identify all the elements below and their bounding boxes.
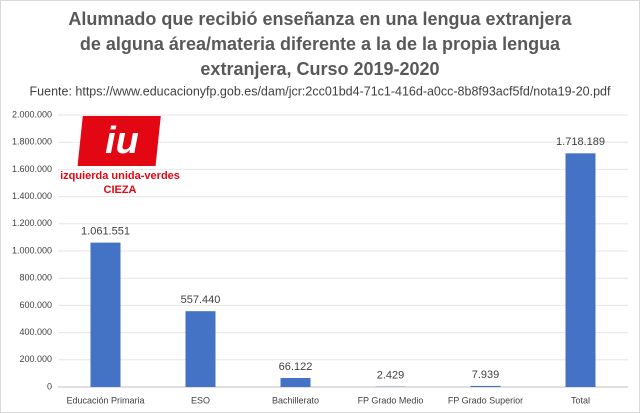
y-tick-label: 400.000 — [19, 327, 52, 337]
value-label: 2.429 — [377, 370, 405, 382]
y-tick-label: 1.400.000 — [12, 191, 52, 201]
x-tick-label: ESO — [191, 395, 210, 405]
y-tick-label: 0 — [47, 381, 52, 391]
y-tick-label: 1.200.000 — [12, 218, 52, 228]
bar — [185, 311, 216, 387]
y-tick-label: 200.000 — [19, 354, 52, 364]
bar — [90, 242, 121, 387]
x-tick-label: Bachillerato — [272, 395, 319, 405]
x-tick-label: FP Grado Medio — [358, 395, 424, 405]
bar — [470, 385, 501, 387]
y-tick-label: 1.000.000 — [12, 245, 52, 255]
chart-title: de alguna área/materia diferente a la de… — [80, 34, 561, 54]
x-tick-label: Total — [571, 395, 590, 405]
logo-subtext: CIEZA — [104, 184, 137, 196]
y-tick-label: 1.800.000 — [12, 137, 52, 147]
value-label: 1.718.189 — [556, 136, 605, 148]
logo-box — [77, 116, 161, 166]
value-label: 7.939 — [472, 369, 500, 381]
y-tick-label: 800.000 — [19, 273, 52, 283]
value-label: 1.061.551 — [81, 226, 130, 238]
logo-text: izquierda unida-verdes — [60, 170, 180, 182]
bar — [565, 153, 596, 387]
chart-title: Alumnado que recibió enseñanza en una le… — [68, 9, 572, 29]
chart-title: extranjera, Curso 2019-2020 — [200, 59, 439, 79]
bar — [280, 378, 311, 387]
logo-mark: iu — [105, 120, 139, 162]
value-label: 66.122 — [279, 361, 313, 373]
y-tick-label: 1.600.000 — [12, 164, 52, 174]
x-tick-label: Educación Primaria — [66, 395, 144, 405]
y-tick-label: 600.000 — [19, 300, 52, 310]
chart-subtitle: Fuente: https://www.educacionyfp.gob.es/… — [30, 84, 611, 98]
x-tick-label: FP Grado Superior — [448, 395, 523, 405]
logo: iu izquierda unida-verdes CIEZA — [60, 116, 180, 196]
y-tick-label: 2.000.000 — [12, 109, 52, 119]
value-label: 557.440 — [181, 294, 221, 306]
plot: 0 200.000 400.000 600.000 800.000 1.000.000 1.… — [12, 109, 628, 405]
